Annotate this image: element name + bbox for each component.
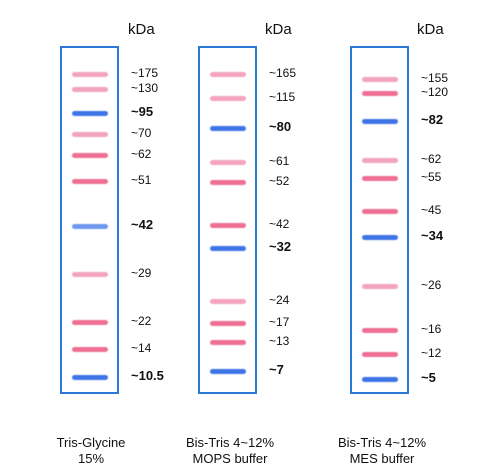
band-size-label: ~12 xyxy=(421,346,442,361)
gel-caption: Bis-Tris 4~12% MES buffer xyxy=(317,435,447,467)
marker-band xyxy=(362,376,398,382)
gel-lane-2 xyxy=(198,46,257,394)
gel-caption-line: Bis-Tris 4~12% xyxy=(337,435,427,450)
marker-band xyxy=(72,179,108,185)
band-size-label: ~130 xyxy=(131,81,159,96)
marker-band xyxy=(362,175,398,181)
band-size-label: ~5 xyxy=(421,369,436,385)
gel-caption: Bis-Tris 4~12% MOPS buffer xyxy=(165,435,295,467)
marker-band xyxy=(362,77,398,83)
marker-band xyxy=(362,328,398,334)
marker-band xyxy=(210,160,246,166)
marker-band xyxy=(362,352,398,358)
marker-band xyxy=(72,87,108,93)
band-size-label: ~175 xyxy=(131,66,159,81)
band-size-label: ~52 xyxy=(269,174,290,189)
band-size-label: ~62 xyxy=(131,147,152,162)
band-size-label: ~34 xyxy=(421,228,444,244)
marker-band xyxy=(362,91,398,97)
band-size-label: ~155 xyxy=(421,71,449,86)
marker-band xyxy=(210,126,246,132)
marker-band xyxy=(72,132,108,137)
marker-band xyxy=(362,119,398,125)
kda-unit-label: kDa xyxy=(128,21,155,38)
gel-caption-line: 15% xyxy=(77,451,105,466)
gel-caption: Tris-Glycine 15% xyxy=(26,435,156,467)
gel-lane-1 xyxy=(60,46,119,394)
marker-band xyxy=(362,283,398,289)
marker-band xyxy=(210,368,246,374)
marker-band xyxy=(210,339,246,345)
band-size-label: ~14 xyxy=(131,341,152,356)
marker-band xyxy=(362,235,398,241)
marker-band xyxy=(210,223,246,229)
gel-caption-line: Bis-Tris 4~12% xyxy=(185,435,275,450)
marker-band xyxy=(210,72,246,78)
gel-caption-line: Tris-Glycine xyxy=(56,435,126,450)
band-size-label: ~82 xyxy=(421,112,444,128)
band-size-label: ~13 xyxy=(269,333,290,348)
marker-band xyxy=(362,209,398,215)
band-size-label: ~61 xyxy=(269,154,290,169)
gel-lane-3 xyxy=(350,46,409,394)
gel-caption-line: MES buffer xyxy=(349,451,415,466)
marker-band xyxy=(210,180,246,186)
marker-band xyxy=(72,72,108,78)
band-size-label: ~16 xyxy=(421,322,442,337)
marker-band xyxy=(362,158,398,164)
marker-band xyxy=(72,319,108,325)
band-size-label: ~120 xyxy=(421,85,449,100)
marker-band xyxy=(72,347,108,353)
band-size-label: ~26 xyxy=(421,277,442,292)
band-size-label: ~17 xyxy=(269,315,290,330)
band-size-label: ~80 xyxy=(269,119,292,135)
marker-band xyxy=(72,223,108,229)
marker-band xyxy=(210,246,246,252)
kda-unit-label: kDa xyxy=(265,21,292,38)
band-size-label: ~70 xyxy=(131,126,152,140)
band-size-label: ~42 xyxy=(269,217,290,232)
band-size-label: ~115 xyxy=(269,90,296,105)
band-size-label: ~95 xyxy=(131,103,154,119)
marker-band xyxy=(72,153,108,159)
marker-band xyxy=(210,299,246,305)
band-size-label: ~55 xyxy=(421,169,442,184)
marker-band xyxy=(72,110,108,116)
band-size-label: ~7 xyxy=(269,361,284,377)
band-size-label: ~32 xyxy=(269,239,292,255)
band-size-label: ~22 xyxy=(131,313,152,328)
marker-band xyxy=(72,374,108,380)
band-size-label: ~42 xyxy=(131,216,154,232)
band-size-label: ~24 xyxy=(269,293,290,308)
marker-band xyxy=(210,96,246,102)
gel-caption-line: MOPS buffer xyxy=(192,451,268,466)
band-size-label: ~10.5 xyxy=(131,367,164,383)
band-size-label: ~29 xyxy=(131,266,152,281)
marker-band xyxy=(210,321,246,327)
kda-unit-label: kDa xyxy=(417,21,444,38)
marker-band xyxy=(72,272,108,278)
band-size-label: ~62 xyxy=(421,152,442,167)
band-size-label: ~45 xyxy=(421,203,442,218)
band-size-label: ~51 xyxy=(131,173,152,188)
band-size-label: ~165 xyxy=(269,66,297,81)
